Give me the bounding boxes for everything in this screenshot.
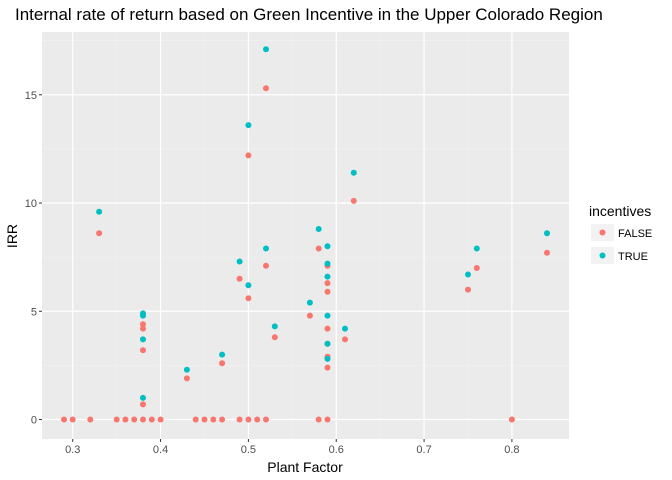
- point-false: [219, 360, 226, 367]
- legend-key-true: [599, 252, 606, 259]
- legend-label-true: TRUE: [618, 251, 648, 263]
- point-true: [245, 122, 252, 129]
- point-false: [263, 262, 269, 269]
- legend-title: incentives: [589, 203, 651, 219]
- point-false: [324, 364, 331, 371]
- point-false: [122, 416, 129, 423]
- point-false: [210, 416, 217, 423]
- point-false: [508, 416, 515, 423]
- point-false: [87, 416, 94, 423]
- point-false: [148, 416, 155, 423]
- point-false: [324, 416, 331, 423]
- point-true: [465, 271, 471, 278]
- point-false: [69, 416, 76, 423]
- point-false: [140, 347, 146, 354]
- point-false: [245, 416, 252, 423]
- point-false: [254, 416, 261, 423]
- x-tick-label: 0.4: [153, 444, 168, 456]
- point-false: [131, 416, 138, 423]
- legend: incentives FALSE TRUE: [589, 203, 652, 264]
- y-tick-label: 5: [31, 306, 37, 318]
- point-true: [324, 260, 331, 267]
- point-true: [183, 366, 190, 373]
- point-false: [465, 286, 471, 293]
- point-true: [324, 355, 331, 362]
- point-false: [324, 325, 331, 332]
- point-false: [263, 416, 269, 423]
- point-true: [263, 245, 269, 252]
- point-false: [315, 245, 322, 252]
- point-true: [140, 336, 146, 343]
- point-true: [140, 310, 146, 317]
- point-false: [236, 416, 243, 423]
- point-true: [140, 394, 146, 401]
- point-false: [201, 416, 208, 423]
- point-true: [544, 230, 550, 237]
- point-true: [236, 258, 243, 265]
- y-tick-label: 15: [25, 90, 37, 102]
- x-tick-label: 0.8: [504, 444, 519, 456]
- y-tick-label: 0: [31, 415, 37, 427]
- point-false: [157, 416, 164, 423]
- x-tick-label: 0.6: [329, 444, 344, 456]
- data-points: [61, 46, 550, 423]
- point-false: [271, 334, 278, 341]
- point-true: [271, 323, 278, 330]
- point-false: [350, 197, 357, 204]
- point-false: [306, 312, 313, 319]
- point-false: [324, 288, 331, 295]
- point-false: [342, 336, 348, 343]
- point-true: [342, 325, 348, 332]
- point-true: [324, 273, 331, 280]
- point-false: [140, 416, 146, 423]
- point-false: [473, 265, 480, 271]
- point-true: [96, 208, 103, 215]
- point-false: [192, 416, 199, 423]
- chart-title: Internal rate of return based on Green I…: [15, 5, 603, 24]
- point-false: [140, 401, 146, 408]
- point-false: [245, 295, 252, 302]
- point-true: [245, 282, 252, 289]
- point-true: [219, 351, 226, 358]
- point-false: [96, 230, 103, 237]
- point-false: [113, 416, 120, 423]
- point-false: [544, 249, 550, 256]
- x-tick-label: 0.3: [65, 444, 80, 456]
- grid-major: [42, 32, 569, 439]
- legend-label-false: FALSE: [618, 228, 652, 240]
- y-tick-label: 10: [25, 198, 37, 210]
- point-false: [245, 152, 252, 159]
- point-true: [306, 299, 313, 306]
- point-false: [61, 416, 67, 423]
- point-true: [263, 46, 269, 53]
- y-axis-title: IRR: [4, 224, 20, 248]
- point-true: [324, 340, 331, 347]
- point-true: [315, 226, 322, 232]
- point-true: [473, 245, 480, 252]
- grid-minor: [42, 32, 569, 439]
- point-false: [140, 321, 146, 328]
- legend-key-false: [599, 229, 606, 236]
- x-tick-label: 0.5: [241, 444, 256, 456]
- point-false: [183, 375, 190, 382]
- point-true: [324, 312, 331, 319]
- point-true: [350, 169, 357, 176]
- point-true: [324, 243, 331, 250]
- point-false: [315, 416, 322, 423]
- axis-ticks: 0.3 0.4 0.5 0.6 0.7 0.8 0 5 10 15: [25, 90, 520, 456]
- plot-panel: [42, 32, 569, 439]
- x-axis-title: Plant Factor: [267, 459, 343, 475]
- x-tick-label: 0.7: [416, 444, 431, 456]
- point-false: [140, 325, 146, 332]
- point-false: [263, 85, 269, 92]
- point-false: [324, 280, 331, 287]
- point-false: [219, 416, 226, 423]
- point-false: [236, 275, 243, 282]
